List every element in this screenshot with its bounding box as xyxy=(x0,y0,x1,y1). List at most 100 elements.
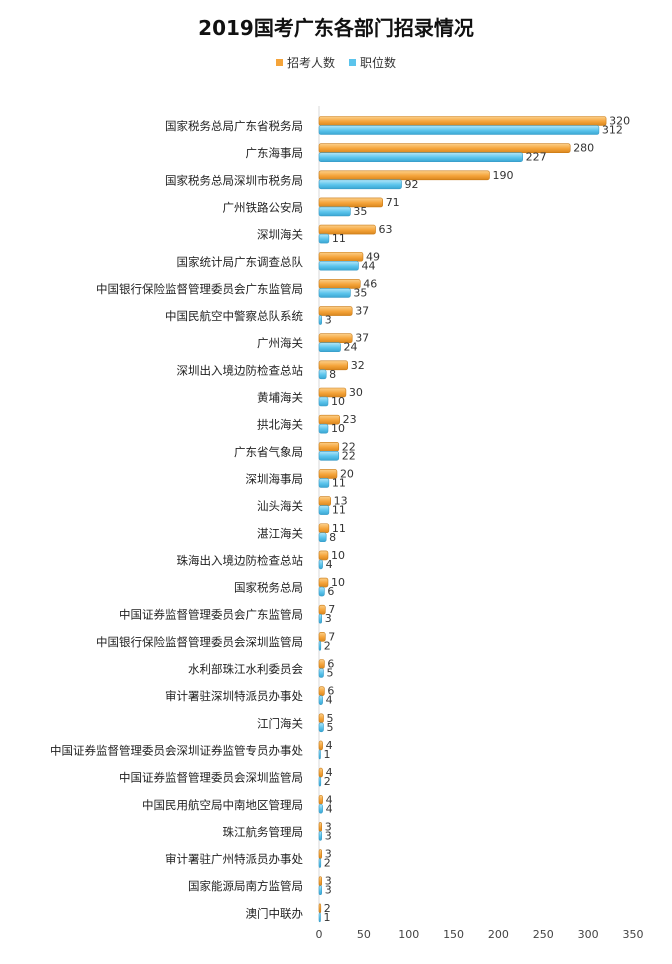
category-label: 水利部珠江水利委员会 xyxy=(188,662,303,676)
bar-applicants xyxy=(318,496,331,506)
bar-positions xyxy=(318,831,322,841)
data-label-applicants: 22 xyxy=(342,440,356,453)
data-label-applicants: 190 xyxy=(492,169,513,182)
data-label-positions: 227 xyxy=(526,151,547,164)
category-label: 国家统计局广东调查总队 xyxy=(177,255,304,269)
category-label: 中国银行保险监督管理委员会深圳监管局 xyxy=(96,635,303,649)
data-label-applicants: 37 xyxy=(355,305,369,318)
bar-applicants xyxy=(318,251,364,262)
bar-positions xyxy=(318,505,330,515)
data-label-applicants: 13 xyxy=(334,495,348,508)
bar-positions xyxy=(318,885,322,896)
bar-applicants xyxy=(318,632,326,642)
data-label-positions: 3 xyxy=(325,829,332,842)
category-label: 江门海关 xyxy=(257,716,303,730)
x-tick-label: 100 xyxy=(398,928,419,941)
data-label-positions: 35 xyxy=(353,205,367,218)
x-tick-label: 0 xyxy=(316,928,323,941)
data-label-positions: 11 xyxy=(332,476,346,489)
data-label-positions: 22 xyxy=(342,449,356,462)
bar-applicants xyxy=(318,876,322,887)
x-tick-label: 300 xyxy=(578,928,599,941)
category-label: 湛江海关 xyxy=(257,526,303,540)
bar-applicants xyxy=(318,794,323,805)
data-label-positions: 1 xyxy=(324,911,331,924)
category-label: 审计署驻广州特派员办事处 xyxy=(165,852,303,866)
data-label-positions: 8 xyxy=(329,531,336,544)
category-label: 国家税务总局广东省税务局 xyxy=(165,119,303,133)
data-label-positions: 2 xyxy=(324,639,331,652)
data-label-applicants: 4 xyxy=(326,766,333,779)
data-label-applicants: 5 xyxy=(326,712,333,725)
category-label: 深圳海事局 xyxy=(246,472,304,486)
data-label-positions: 44 xyxy=(361,259,375,272)
data-label-positions: 3 xyxy=(325,884,332,897)
data-label-positions: 11 xyxy=(332,232,346,245)
bar-applicants xyxy=(318,849,322,859)
data-label-applicants: 7 xyxy=(328,603,335,616)
data-label-applicants: 6 xyxy=(327,685,334,698)
data-label-applicants: 71 xyxy=(386,196,400,209)
data-label-positions: 4 xyxy=(326,802,333,815)
data-label-positions: 5 xyxy=(326,667,333,680)
bar-applicants xyxy=(318,604,326,615)
data-label-applicants: 10 xyxy=(331,549,345,562)
bar-positions xyxy=(318,749,321,760)
bar-positions xyxy=(318,912,321,923)
category-label: 国家税务总局 xyxy=(234,581,303,595)
data-label-positions: 1 xyxy=(324,748,331,761)
bar-applicants xyxy=(318,224,376,235)
bar-positions xyxy=(318,641,322,651)
data-label-positions: 4 xyxy=(326,694,333,707)
data-label-positions: 24 xyxy=(344,341,358,354)
bar-applicants xyxy=(318,713,324,724)
data-label-positions: 10 xyxy=(331,422,345,435)
bar-positions xyxy=(318,369,327,380)
data-label-applicants: 320 xyxy=(609,115,630,128)
data-label-applicants: 2 xyxy=(324,902,331,915)
data-label-positions: 5 xyxy=(326,721,333,734)
category-label: 黄埔海关 xyxy=(257,391,303,405)
category-label: 中国证券监督管理委员会深圳监管局 xyxy=(119,771,303,785)
data-label-applicants: 11 xyxy=(332,522,346,535)
data-label-applicants: 37 xyxy=(355,332,369,345)
bar-positions xyxy=(318,288,351,298)
bar-applicants xyxy=(318,686,325,696)
bar-applicants xyxy=(318,523,330,534)
data-label-applicants: 46 xyxy=(363,277,377,290)
category-label: 澳门中联办 xyxy=(246,906,304,920)
category-label: 国家税务总局深圳市税务局 xyxy=(165,173,303,187)
bar-positions xyxy=(318,125,600,135)
bar-positions xyxy=(318,858,322,868)
data-label-applicants: 10 xyxy=(331,576,345,589)
category-label: 国家能源局南方监管局 xyxy=(188,879,303,893)
data-label-applicants: 32 xyxy=(351,359,365,372)
bar-positions xyxy=(318,315,322,325)
data-label-applicants: 63 xyxy=(379,223,393,236)
data-label-positions: 312 xyxy=(602,124,623,137)
data-label-positions: 2 xyxy=(324,857,331,870)
bar-applicants xyxy=(318,197,383,208)
bar-positions xyxy=(318,722,324,733)
data-label-positions: 3 xyxy=(325,612,332,625)
legend-swatch-positions xyxy=(349,59,356,66)
bar-positions xyxy=(318,179,402,190)
bar-positions xyxy=(318,586,325,597)
data-label-positions: 2 xyxy=(324,775,331,788)
bar-applicants xyxy=(318,550,329,561)
data-label-applicants: 4 xyxy=(326,793,333,806)
bar-applicants xyxy=(318,903,322,914)
data-label-positions: 35 xyxy=(353,286,367,299)
bar-positions xyxy=(318,342,341,353)
bar-positions xyxy=(318,668,324,678)
bar-positions xyxy=(318,695,323,705)
bar-applicants xyxy=(318,822,322,832)
legend-item-positions: 职位数 xyxy=(349,54,396,71)
category-label: 中国民航空中警察总队系统 xyxy=(165,309,303,323)
category-label: 中国民用航空局中南地区管理局 xyxy=(142,798,303,812)
bar-positions xyxy=(318,206,351,217)
data-label-positions: 92 xyxy=(405,178,419,191)
bar-positions xyxy=(318,559,323,570)
bar-applicants xyxy=(318,414,340,425)
